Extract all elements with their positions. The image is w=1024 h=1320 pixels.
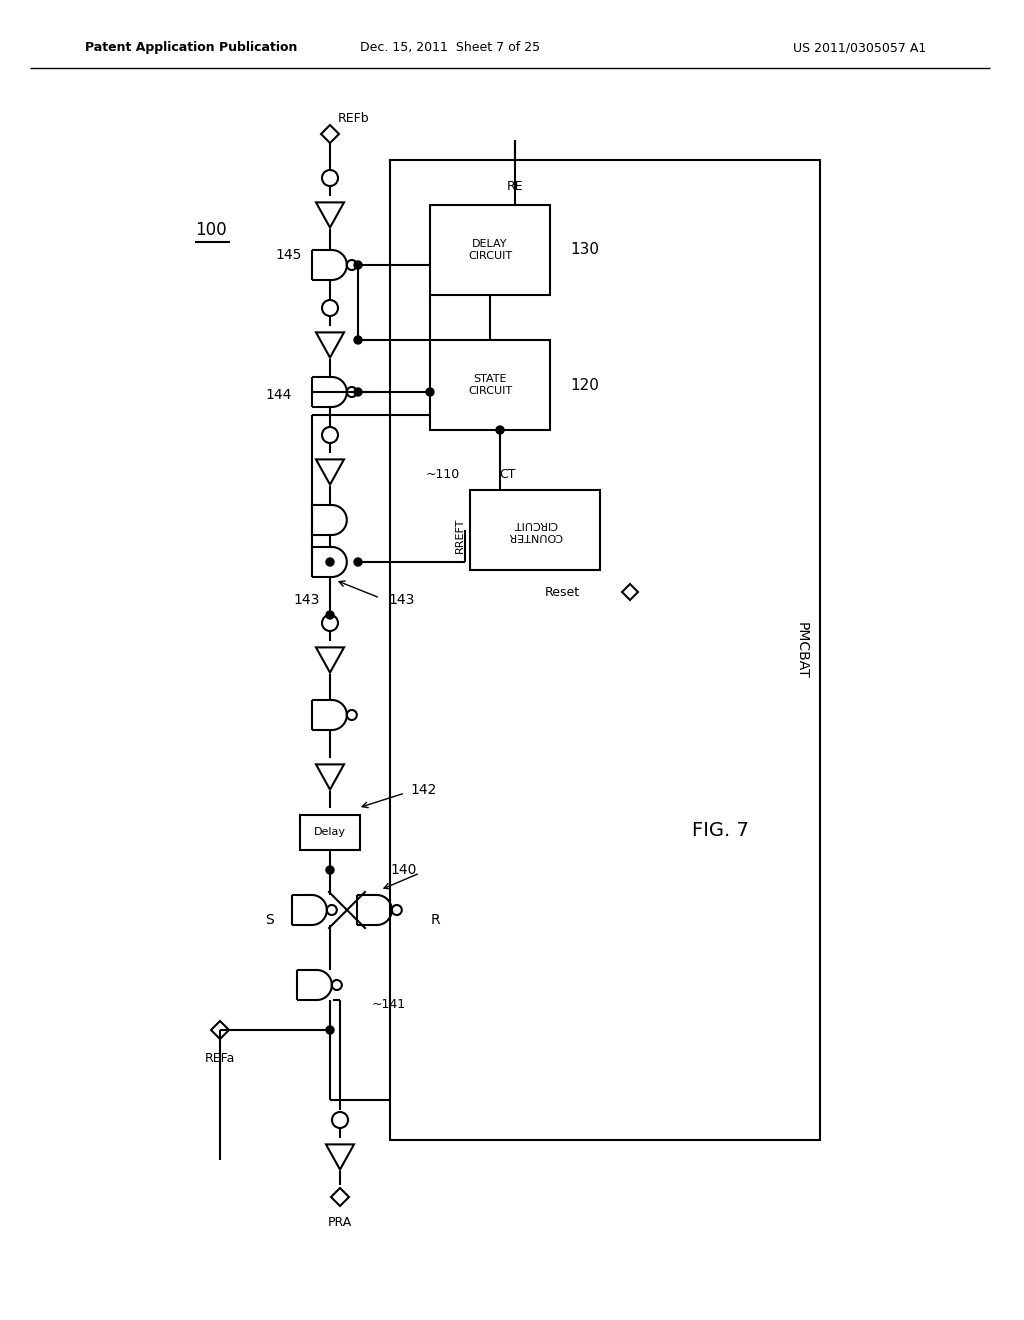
Text: STATE
CIRCUIT: STATE CIRCUIT — [468, 374, 512, 396]
Text: ~110: ~110 — [426, 467, 460, 480]
Text: CT: CT — [500, 467, 516, 480]
Bar — [390, 160, 820, 1140]
Text: 100: 100 — [195, 220, 226, 239]
Text: RREFT: RREFT — [455, 517, 465, 553]
Bar — [300, 814, 360, 850]
Bar — [430, 341, 550, 430]
Text: US 2011/0305057 A1: US 2011/0305057 A1 — [794, 41, 927, 54]
Bar — [470, 490, 600, 570]
Circle shape — [354, 261, 362, 269]
Text: S: S — [265, 913, 274, 927]
Text: Dec. 15, 2011  Sheet 7 of 25: Dec. 15, 2011 Sheet 7 of 25 — [360, 41, 540, 54]
Text: 140: 140 — [390, 863, 417, 876]
Text: Delay: Delay — [314, 828, 346, 837]
Text: DELAY
CIRCUIT: DELAY CIRCUIT — [468, 239, 512, 261]
Text: PRA: PRA — [328, 1216, 352, 1229]
Text: RE: RE — [507, 181, 523, 194]
Circle shape — [426, 388, 434, 396]
Text: ~141: ~141 — [372, 998, 407, 1011]
Text: 145: 145 — [275, 248, 301, 261]
Circle shape — [326, 1026, 334, 1034]
Circle shape — [496, 426, 504, 434]
Text: 130: 130 — [570, 243, 599, 257]
Circle shape — [354, 388, 362, 396]
Text: 142: 142 — [410, 783, 436, 797]
Circle shape — [326, 866, 334, 874]
Text: PMCBAT: PMCBAT — [795, 622, 809, 678]
Text: REFa: REFa — [205, 1052, 236, 1064]
Text: 143: 143 — [388, 593, 415, 607]
Text: REFb: REFb — [338, 111, 370, 124]
Text: COUNTER
CIRCUIT: COUNTER CIRCUIT — [508, 519, 562, 541]
Bar — [430, 205, 550, 294]
Text: Patent Application Publication: Patent Application Publication — [85, 41, 297, 54]
Text: 120: 120 — [570, 378, 599, 392]
Text: R: R — [430, 913, 440, 927]
Text: 144: 144 — [265, 388, 292, 403]
Circle shape — [354, 558, 362, 566]
Circle shape — [354, 337, 362, 345]
Text: Reset: Reset — [545, 586, 581, 598]
Text: 143: 143 — [294, 593, 319, 607]
Circle shape — [326, 558, 334, 566]
Text: FIG. 7: FIG. 7 — [691, 821, 749, 840]
Circle shape — [326, 611, 334, 619]
